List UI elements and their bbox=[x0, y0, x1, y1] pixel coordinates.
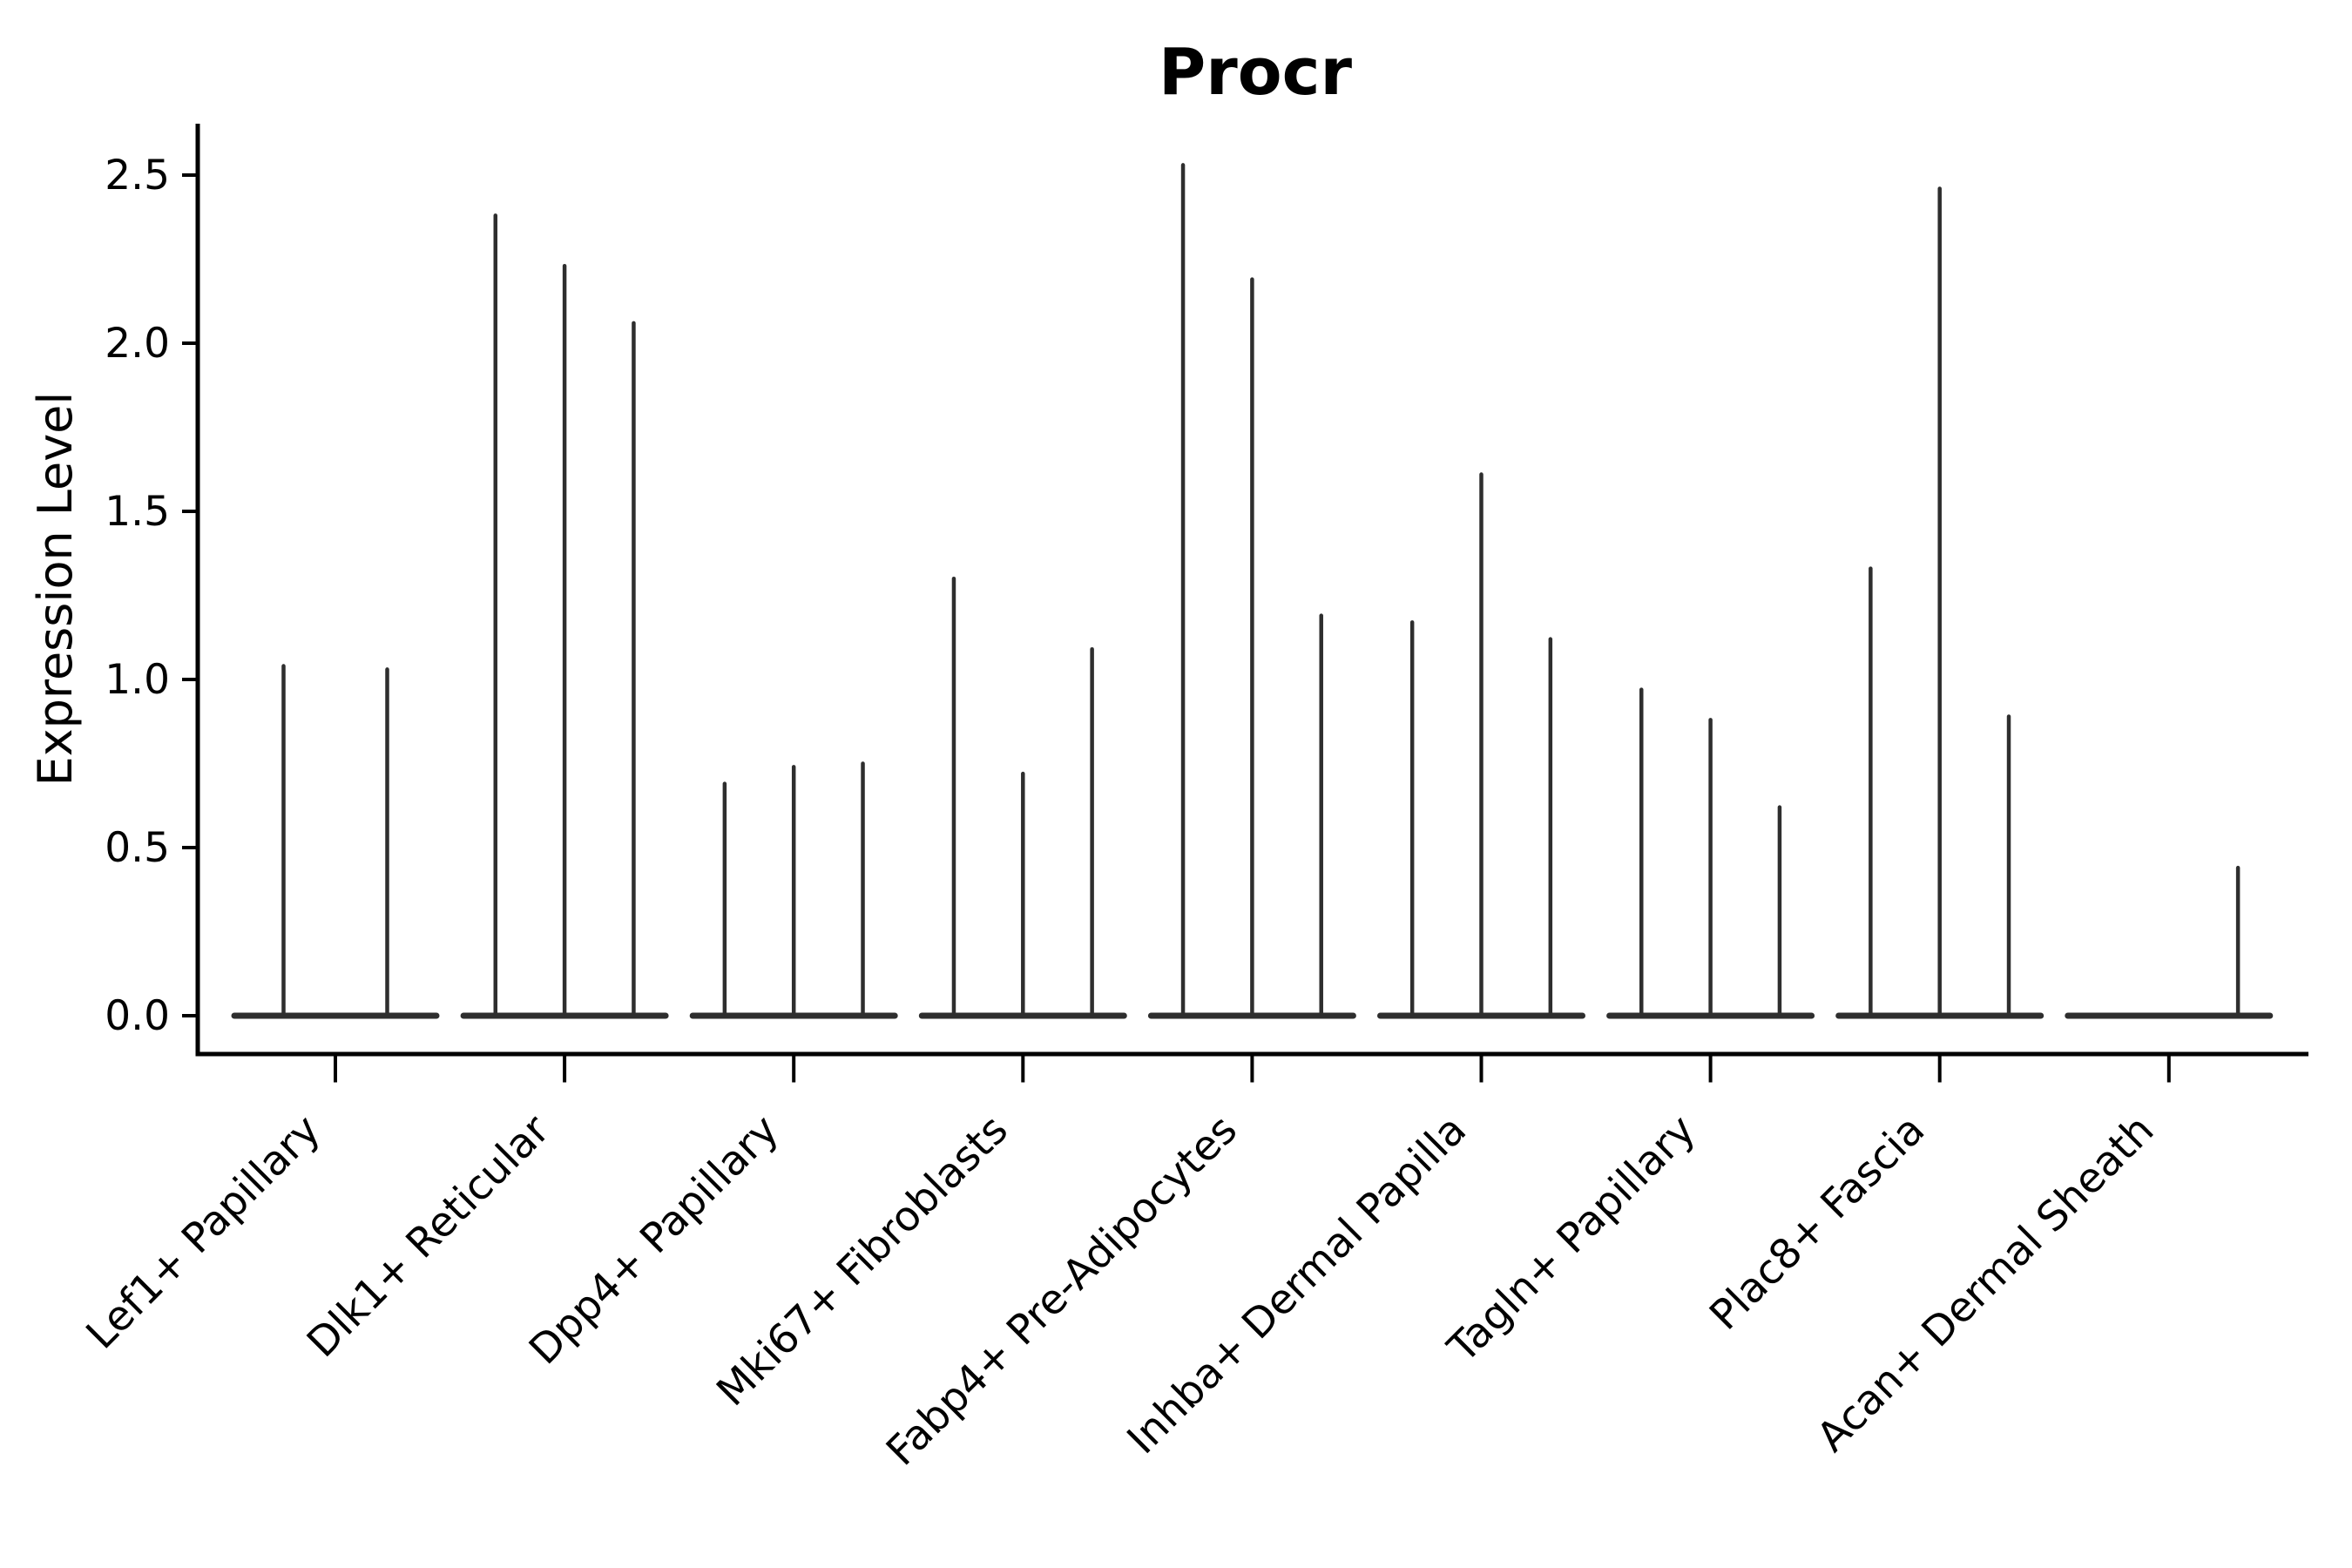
y-tick-label: 2.0 bbox=[105, 320, 170, 368]
x-tick-label: Lef1+ Papillary bbox=[78, 1106, 330, 1359]
y-tick-label: 1.0 bbox=[105, 656, 170, 704]
y-tick-label: 1.5 bbox=[105, 488, 170, 536]
x-tick-label: Tagln+ Papillary bbox=[1438, 1106, 1705, 1373]
y-tick-label: 0.5 bbox=[105, 824, 170, 872]
x-tick-label: Dpp4+ Papillary bbox=[520, 1106, 788, 1375]
x-tick-label: Plac8+ Fascia bbox=[1700, 1106, 1934, 1340]
y-tick-label: 2.5 bbox=[105, 152, 170, 199]
y-axis-label: Expression Level bbox=[28, 392, 83, 787]
chart-title: Procr bbox=[1159, 35, 1352, 110]
x-tick-label: Dlk1+ Reticular bbox=[298, 1105, 559, 1367]
y-tick-label: 0.0 bbox=[105, 992, 170, 1040]
